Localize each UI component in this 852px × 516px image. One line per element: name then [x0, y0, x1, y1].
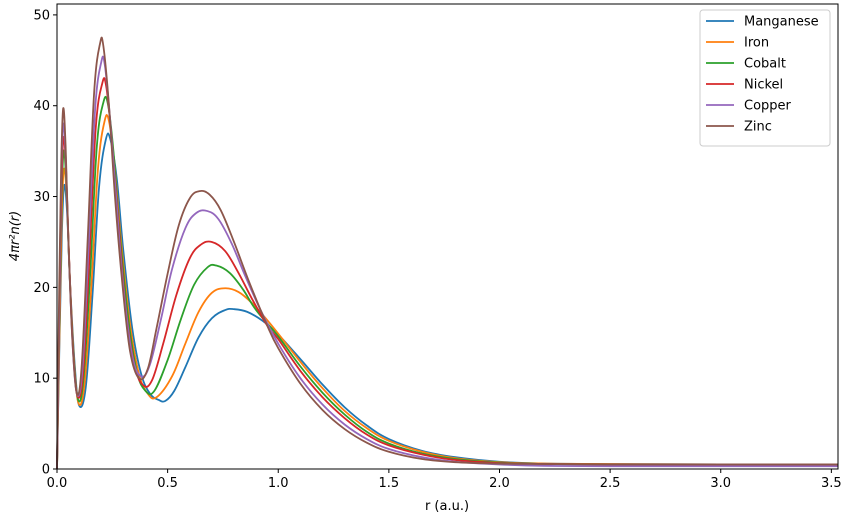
- series-layer: [56, 36, 839, 470]
- y-tick-label: 10: [33, 372, 50, 387]
- y-tick-label: 30: [33, 190, 50, 205]
- legend-entry: Copper: [744, 99, 792, 114]
- legend-entry: Cobalt: [744, 57, 786, 72]
- plot-frame: [56, 3, 839, 470]
- series-line-zinc: [56, 36, 838, 470]
- y-tick-label: 0: [42, 463, 50, 478]
- y-tick-label: 20: [33, 281, 50, 296]
- x-tick-label: 1.5: [379, 476, 400, 491]
- x-axis: 0.0 0.5 1.0 1.5 2.0 2.5 3.0 3.5: [47, 469, 842, 491]
- legend-entry: Iron: [744, 36, 769, 51]
- y-axis-label: 4πr²n(r): [8, 211, 23, 261]
- x-tick-label: 2.5: [600, 476, 621, 491]
- x-tick-label: 0.0: [47, 476, 68, 491]
- x-axis-label: r (a.u.): [425, 499, 469, 514]
- y-axis: 0 10 20 30 40 50: [33, 8, 57, 478]
- legend: Manganese Iron Cobalt Nickel Copper Zinc: [699, 9, 831, 147]
- legend-entry: Nickel: [744, 78, 783, 93]
- legend-entry: Zinc: [744, 120, 772, 135]
- legend-box: [699, 9, 831, 147]
- y-tick-label: 40: [33, 99, 50, 114]
- x-tick-label: 3.0: [710, 476, 731, 491]
- x-tick-label: 2.0: [489, 476, 510, 491]
- x-tick-label: 3.5: [821, 476, 842, 491]
- x-tick-label: 0.5: [157, 476, 178, 491]
- legend-entry: Manganese: [744, 15, 819, 30]
- y-tick-label: 50: [33, 8, 50, 23]
- x-tick-label: 1.0: [268, 476, 289, 491]
